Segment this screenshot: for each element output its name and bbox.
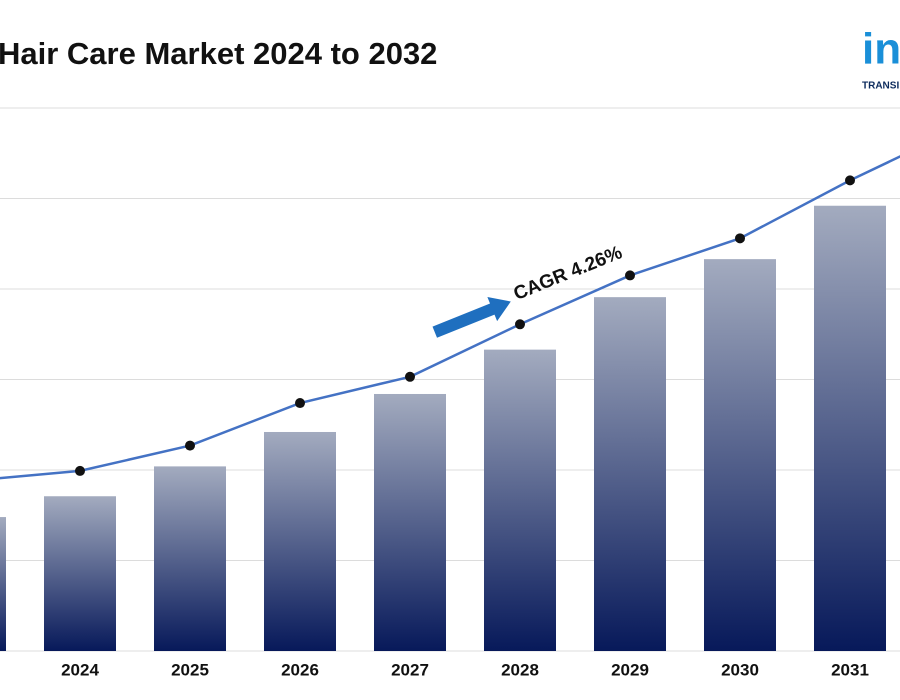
x-tick-label: 2024 bbox=[61, 660, 99, 679]
x-tick-label: 2025 bbox=[171, 660, 209, 679]
x-tick-label: 2027 bbox=[391, 660, 429, 679]
bar bbox=[814, 205, 886, 652]
x-tick-label: 2028 bbox=[501, 660, 539, 679]
chart-title: Hair Care Market 2024 to 2032 bbox=[0, 36, 437, 71]
bar bbox=[264, 431, 336, 651]
line-layer bbox=[0, 155, 900, 480]
trend-line bbox=[0, 155, 900, 480]
line-marker bbox=[185, 440, 195, 451]
bar bbox=[704, 259, 776, 651]
bar bbox=[594, 297, 666, 651]
logo: in TRANSI bbox=[862, 25, 900, 92]
bar bbox=[44, 496, 116, 651]
logo-mark: in bbox=[862, 25, 900, 74]
line-marker bbox=[735, 233, 745, 244]
line-marker bbox=[625, 270, 635, 281]
bars bbox=[0, 205, 886, 652]
line-marker bbox=[295, 398, 305, 409]
x-tick-label: 2031 bbox=[831, 660, 869, 679]
logo-tagline: TRANSI bbox=[862, 81, 899, 92]
bar bbox=[374, 393, 446, 651]
bar bbox=[484, 349, 556, 651]
bar bbox=[154, 466, 226, 651]
grid bbox=[0, 107, 900, 652]
cagr-arrow bbox=[432, 296, 511, 338]
x-tick-label: 2030 bbox=[721, 660, 759, 679]
bar bbox=[0, 517, 6, 651]
line-marker bbox=[75, 465, 85, 476]
line-marker bbox=[845, 175, 855, 186]
x-tick-label: 2026 bbox=[281, 660, 319, 679]
line-marker bbox=[405, 371, 415, 382]
line-marker bbox=[515, 319, 525, 330]
x-tick-label: 2029 bbox=[611, 660, 649, 679]
cagr-label: CAGR 4.26% bbox=[511, 242, 626, 305]
